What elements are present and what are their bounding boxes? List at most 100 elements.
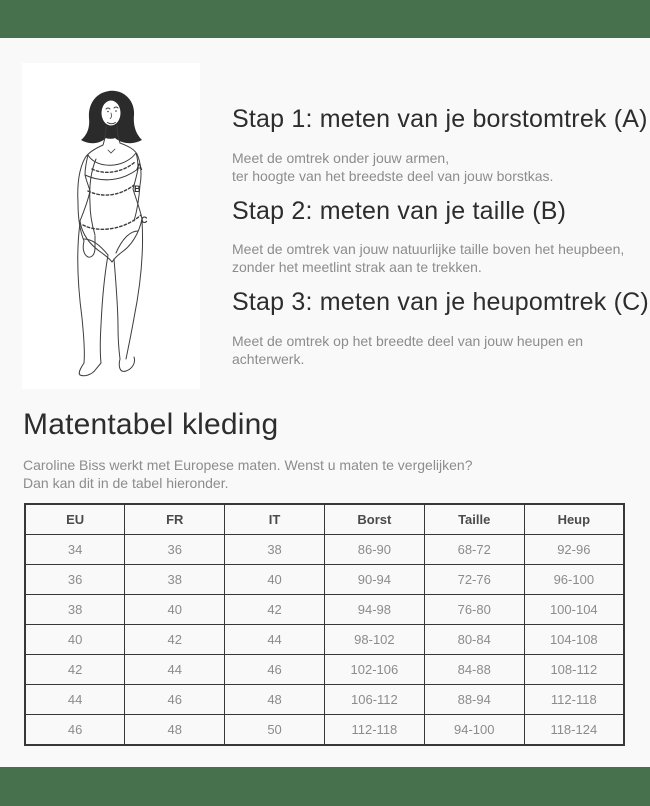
size-cell: 72-76 bbox=[423, 564, 525, 595]
right-leg-inner bbox=[113, 258, 121, 360]
step-1: Stap 1: meten van je borstomtrek (A) Mee… bbox=[232, 105, 648, 185]
size-cell: 90-94 bbox=[323, 564, 425, 595]
size-table-row: 36 38 40 90-94 72-76 96-100 bbox=[24, 564, 625, 595]
size-table-row: 40 42 44 98-102 80-84 104-108 bbox=[24, 624, 625, 655]
right-eye bbox=[115, 110, 117, 112]
size-cell: 38 bbox=[224, 534, 325, 565]
size-cell: 94-98 bbox=[323, 594, 425, 625]
size-cell: 96-100 bbox=[523, 564, 625, 595]
size-cell: 68-72 bbox=[423, 534, 525, 565]
size-table-head: EU FR IT Borst Taille Heup bbox=[24, 503, 625, 535]
nose bbox=[109, 112, 112, 119]
step-3-description: Meet de omtrek op het breedte deel van j… bbox=[232, 332, 584, 367]
step-2-description: Meet de omtrek van jouw natuurlijke tail… bbox=[232, 241, 625, 275]
size-cell: 42 bbox=[224, 594, 325, 625]
size-cell: 44 bbox=[224, 624, 325, 655]
size-table-section: Matentabel kleding Caroline Biss werkt m… bbox=[0, 408, 650, 746]
step-2-title: Stap 2: meten van je taille (B) bbox=[232, 196, 567, 225]
left-eye bbox=[107, 110, 109, 113]
size-table-header-row: EU FR IT Borst Taille Heup bbox=[24, 503, 625, 535]
size-cell: 48 bbox=[124, 714, 226, 746]
size-table-body: 34 36 38 86-90 68-72 92-96 36 38 40 90-94 72-76 96-… bbox=[24, 534, 625, 746]
right-foot bbox=[118, 356, 135, 372]
size-cell: 76-80 bbox=[423, 594, 525, 625]
left-leg-inner bbox=[99, 254, 109, 364]
hip-measure-line bbox=[82, 214, 142, 230]
bottom-green-bar bbox=[0, 767, 650, 806]
column-header-taille: Taille bbox=[423, 503, 525, 535]
hip-label-c: C bbox=[141, 215, 148, 225]
size-cell: 34 bbox=[24, 534, 126, 565]
size-cell: 112-118 bbox=[323, 714, 425, 746]
size-table-intro: Caroline Biss werkt met Europese maten. … bbox=[23, 457, 473, 491]
woman-figure-drawing: A B C bbox=[77, 90, 148, 377]
step-3: Stap 3: meten van je heupomtrek (C) Meet… bbox=[232, 288, 649, 368]
size-cell: 42 bbox=[124, 624, 226, 655]
size-cell: 100-104 bbox=[523, 594, 625, 625]
size-cell: 46 bbox=[224, 654, 325, 685]
measurement-instructions-section: A B C Stap 1: meten van je borstomtrek (… bbox=[0, 38, 650, 389]
size-cell: 92-96 bbox=[523, 534, 625, 565]
size-cell: 84-88 bbox=[423, 654, 525, 685]
size-cell: 36 bbox=[24, 564, 126, 595]
step-1-description: Meet de omtrek onder jouw armen, ter hoo… bbox=[232, 149, 554, 184]
mouth bbox=[107, 122, 116, 125]
size-table: EU FR IT Borst Taille Heup 34 36 38 86-90 68-72 92… bbox=[24, 503, 625, 746]
briefs-outline bbox=[79, 218, 143, 263]
bust-label-a: A bbox=[136, 162, 143, 172]
size-cell: 38 bbox=[24, 594, 126, 625]
size-cell: 98-102 bbox=[323, 624, 425, 655]
size-cell: 108-112 bbox=[523, 654, 625, 685]
page-content: A B C Stap 1: meten van je borstomtrek (… bbox=[0, 38, 650, 767]
size-cell: 50 bbox=[224, 714, 325, 746]
size-table-row: 34 36 38 86-90 68-72 92-96 bbox=[24, 534, 625, 565]
size-cell: 86-90 bbox=[323, 534, 425, 565]
size-cell: 46 bbox=[124, 684, 226, 715]
size-table-row: 42 44 46 102-106 84-88 108-112 bbox=[24, 654, 625, 685]
body-measurement-illustration: A B C bbox=[22, 63, 200, 389]
bust-measure-line bbox=[91, 161, 136, 174]
step-1-title: Stap 1: meten van je borstomtrek (A) bbox=[232, 105, 648, 133]
size-cell: 88-94 bbox=[423, 684, 525, 715]
waist-measure-line bbox=[87, 184, 135, 196]
size-cell: 44 bbox=[24, 684, 126, 715]
size-cell: 112-118 bbox=[523, 684, 625, 715]
waist-label-b: B bbox=[134, 184, 141, 194]
size-cell: 46 bbox=[24, 714, 126, 746]
size-table-row: 46 48 50 112-118 94-100 118-124 bbox=[24, 714, 625, 746]
step-3-title: Stap 3: meten van je heupomtrek (C) bbox=[232, 288, 649, 316]
size-cell: 106-112 bbox=[323, 684, 425, 715]
size-cell: 104-108 bbox=[523, 624, 625, 655]
size-table-row: 44 46 48 106-112 88-94 112-118 bbox=[24, 684, 625, 715]
size-cell: 40 bbox=[24, 624, 126, 655]
right-leg-outer bbox=[125, 220, 144, 360]
left-leg-outer bbox=[77, 222, 85, 364]
collarbone bbox=[107, 148, 116, 154]
bra-band bbox=[84, 168, 139, 181]
bra-sides bbox=[84, 152, 139, 176]
size-cell: 80-84 bbox=[423, 624, 525, 655]
eyebrows bbox=[105, 106, 119, 110]
size-table-row: 38 40 42 94-98 76-80 100-104 bbox=[24, 594, 625, 625]
right-arm bbox=[119, 142, 142, 222]
column-header-eu: EU bbox=[24, 503, 126, 535]
size-table-heading: Matentabel kleding bbox=[23, 408, 279, 441]
top-green-bar bbox=[0, 0, 650, 38]
left-hand bbox=[82, 235, 96, 258]
size-cell: 44 bbox=[124, 654, 226, 685]
torso-left bbox=[79, 174, 91, 222]
size-cell: 42 bbox=[24, 654, 126, 685]
left-arm-inner bbox=[89, 158, 97, 236]
size-cell: 102-106 bbox=[323, 654, 425, 685]
size-cell: 38 bbox=[124, 564, 226, 595]
measurement-steps: Stap 1: meten van je borstomtrek (A) Mee… bbox=[232, 63, 649, 389]
bra-neckline bbox=[87, 152, 137, 166]
briefs-leg-openings bbox=[83, 230, 139, 256]
size-cell: 48 bbox=[224, 684, 325, 715]
size-cell: 40 bbox=[224, 564, 325, 595]
step-2: Stap 2: meten van je taille (B) Meet de … bbox=[232, 196, 625, 277]
column-header-fr: FR bbox=[124, 503, 226, 535]
column-header-heup: Heup bbox=[523, 503, 625, 535]
column-header-it: IT bbox=[224, 503, 325, 535]
